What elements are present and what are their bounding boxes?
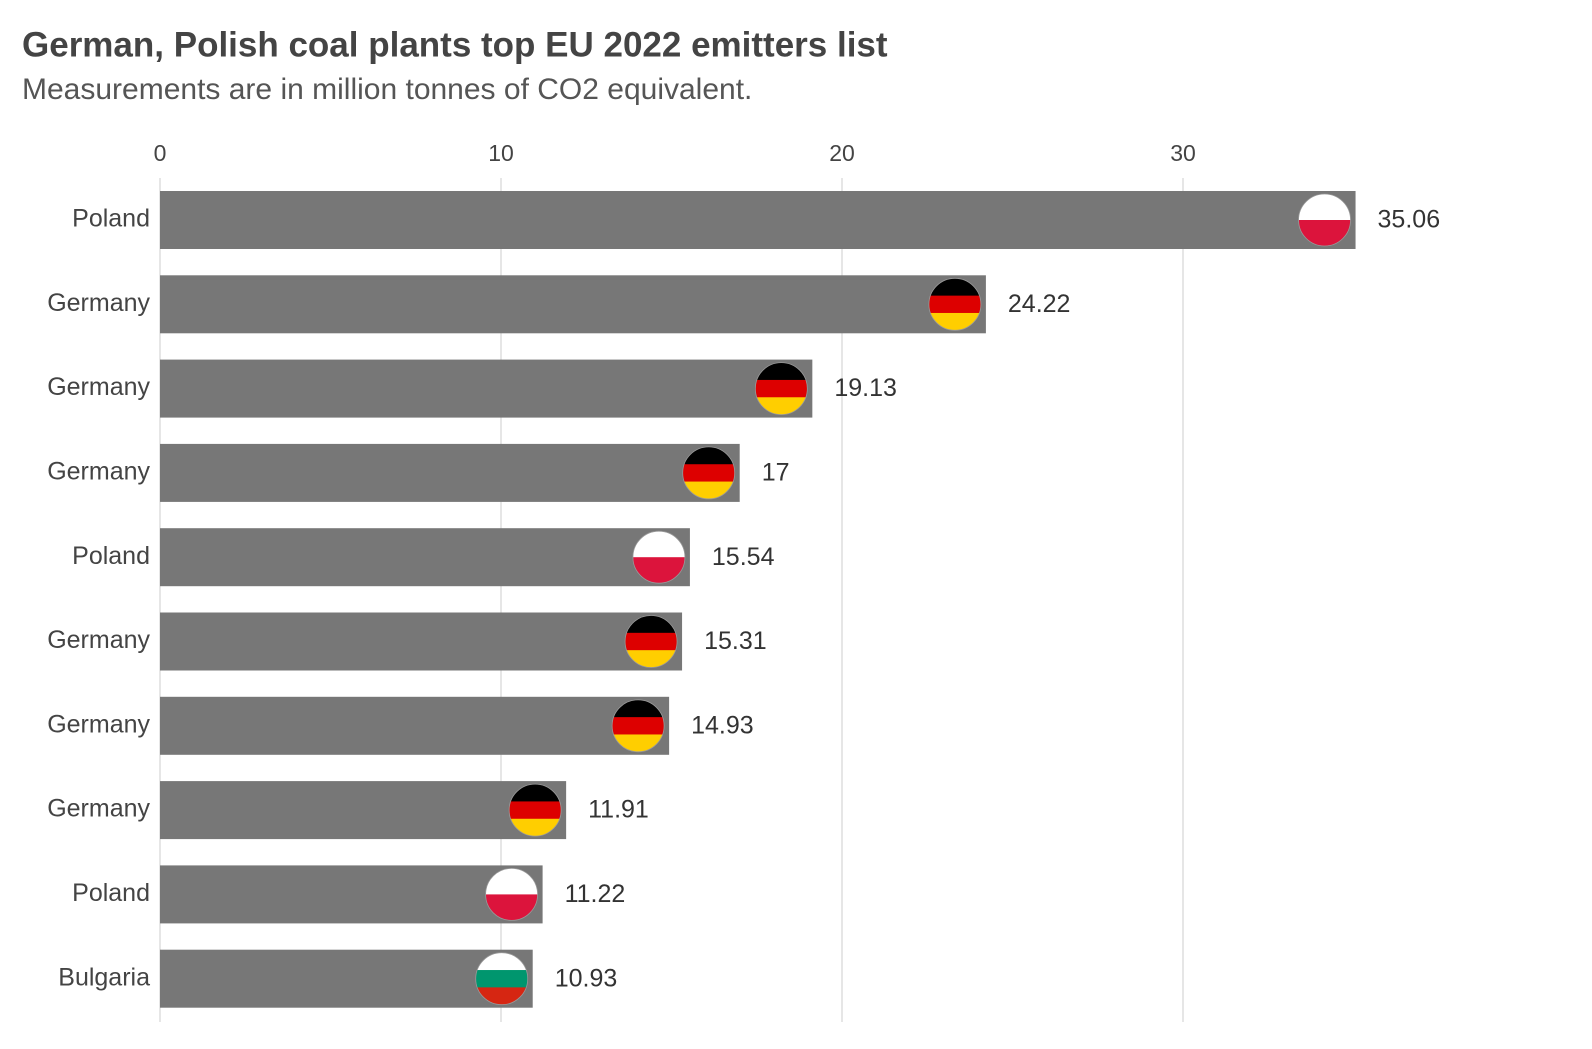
flag-outline — [682, 446, 736, 500]
flag-stripe — [928, 278, 981, 297]
bar — [160, 359, 813, 418]
flag — [755, 362, 808, 415]
flag-stripe — [612, 699, 665, 718]
category-label: Poland — [72, 542, 150, 570]
flag-stripe — [509, 784, 562, 802]
flag-stripe — [475, 952, 528, 971]
flag — [928, 278, 981, 331]
flag — [475, 952, 528, 1005]
flag-outline — [632, 530, 686, 584]
value-label: 11.91 — [588, 796, 649, 824]
bar — [160, 865, 543, 924]
value-label: 10.93 — [555, 964, 618, 992]
flag-stripe — [612, 734, 665, 752]
value-label: 19.13 — [834, 374, 897, 402]
bar — [160, 275, 986, 334]
flag-outline — [485, 868, 539, 921]
x-tick-label: 0 — [154, 140, 167, 166]
value-label: 15.31 — [704, 627, 767, 655]
category-label: Germany — [47, 795, 150, 823]
flag-outline — [475, 952, 529, 1006]
category-label: Poland — [72, 879, 150, 907]
flag — [612, 699, 665, 752]
category-label: Germany — [47, 626, 150, 654]
value-label: 17 — [762, 459, 790, 487]
category-label: Bulgaria — [58, 963, 150, 991]
flag-stripe — [682, 481, 735, 499]
flag-stripe — [625, 615, 678, 634]
chart-subtitle: Measurements are in million tonnes of CO… — [22, 73, 752, 106]
category-label: Germany — [47, 373, 150, 401]
flag-stripe — [928, 312, 981, 331]
flag-stripe — [509, 818, 562, 837]
flag-stripe — [475, 987, 528, 1005]
value-label: 24.22 — [1008, 290, 1071, 318]
value-label: 15.54 — [712, 543, 775, 571]
flag-stripe — [625, 632, 678, 651]
x-tick-label: 30 — [1170, 140, 1196, 166]
category-label: Poland — [72, 205, 150, 233]
chart-title: German, Polish coal plants top EU 2022 e… — [22, 25, 888, 64]
category-label: Germany — [47, 710, 150, 738]
flag — [509, 784, 562, 837]
flag-stripe — [755, 362, 808, 381]
flag-outline — [754, 362, 808, 416]
flag-outline — [611, 699, 665, 753]
flag-stripe — [755, 397, 808, 415]
flag-outline — [928, 277, 982, 331]
bar — [160, 528, 690, 587]
flag — [625, 615, 678, 668]
flag — [682, 446, 735, 499]
flag-stripe — [475, 970, 528, 988]
flag-outline — [624, 615, 678, 668]
flag-stripe — [928, 295, 981, 314]
flag-stripe — [682, 446, 735, 465]
x-tick-label: 10 — [488, 140, 514, 166]
bar — [160, 781, 567, 840]
category-label: Germany — [47, 289, 150, 317]
x-tick-label: 20 — [829, 140, 855, 166]
bar — [160, 612, 683, 671]
flag-outline — [1298, 193, 1351, 247]
value-label: 35.06 — [1378, 206, 1441, 234]
flag-stripe — [755, 379, 808, 398]
bar — [160, 191, 1356, 249]
flag-stripe — [509, 801, 562, 820]
flag-stripe — [625, 650, 678, 668]
flag-stripe — [682, 464, 735, 483]
value-label: 11.22 — [565, 880, 626, 908]
value-label: 14.93 — [691, 711, 754, 739]
bar — [160, 443, 740, 502]
flag-stripe — [612, 717, 665, 735]
category-label: Germany — [47, 458, 150, 486]
flag-outline — [508, 783, 562, 837]
bar — [160, 949, 533, 1008]
bar — [160, 696, 670, 755]
